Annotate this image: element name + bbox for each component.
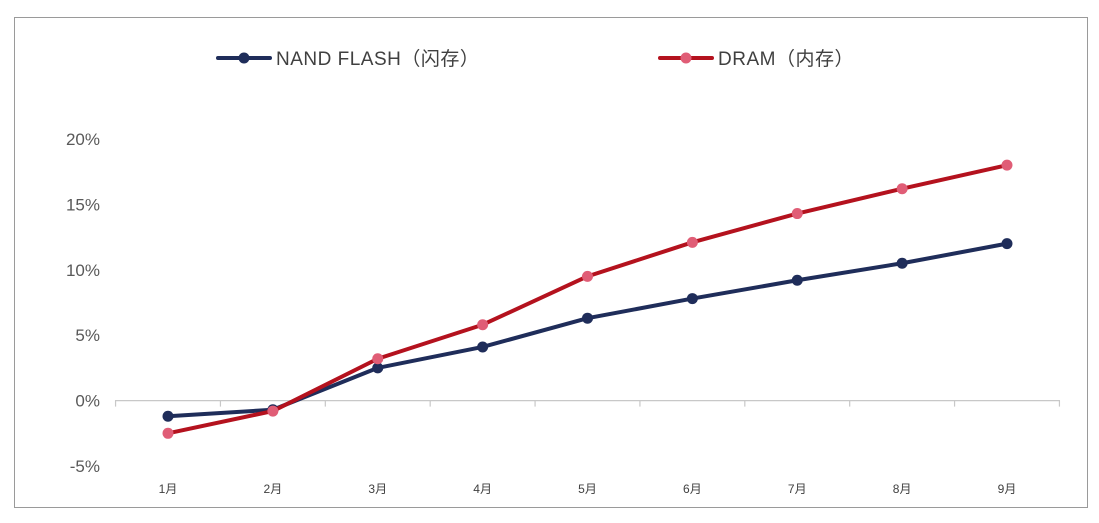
- x-tick-label: 7月: [788, 482, 807, 496]
- data-point: [686, 293, 698, 305]
- y-tick-label: -5%: [70, 457, 100, 476]
- x-tick-label: 8月: [893, 482, 912, 496]
- data-point: [477, 341, 489, 353]
- legend-swatch-marker: [680, 52, 692, 64]
- legend-swatch-marker: [238, 52, 250, 64]
- data-point: [582, 312, 593, 324]
- series-line-0: [166, 241, 1009, 419]
- x-tick-label: 3月: [368, 482, 387, 496]
- data-point: [372, 362, 384, 374]
- legend: NAND FLASH（闪存） DRAM（内存）: [216, 48, 854, 70]
- data-point: [896, 257, 908, 269]
- data-point: [791, 208, 803, 220]
- y-tick-label: 20%: [66, 130, 100, 149]
- data-point: [582, 270, 593, 282]
- x-tick-label: 5月: [578, 482, 597, 496]
- data-point: [686, 236, 698, 248]
- data-point: [1001, 238, 1013, 250]
- x-tick-label: 2月: [264, 482, 283, 496]
- y-tick-label: 0%: [75, 392, 100, 411]
- x-axis: 1月 2月 3月 4月 5月 6月 7月 8月 9月: [114, 400, 1061, 496]
- legend-entry-label: DRAM（内存）: [718, 48, 854, 70]
- series-line-1: [166, 163, 1009, 436]
- x-tick-label: 1月: [159, 482, 178, 496]
- data-point: [162, 410, 174, 422]
- data-point: [372, 353, 384, 365]
- x-tick-label: 6月: [683, 482, 702, 496]
- series-group: [162, 159, 1013, 439]
- data-point: [162, 427, 174, 439]
- y-tick-label: 15%: [66, 195, 100, 214]
- y-tick-label: 5%: [75, 326, 100, 345]
- x-tick-label: 4月: [473, 482, 492, 496]
- x-tick-label: 9月: [998, 482, 1017, 496]
- data-point: [896, 183, 908, 195]
- data-point: [1001, 159, 1013, 171]
- y-tick-label: 10%: [66, 261, 100, 280]
- data-point: [267, 405, 279, 417]
- data-point: [477, 319, 489, 331]
- legend-entry-label: NAND FLASH（闪存）: [276, 48, 479, 70]
- data-point: [791, 274, 803, 286]
- y-axis: 20% 15% 10% 5% 0% -5%: [66, 130, 100, 476]
- chart-frame: [14, 17, 1088, 508]
